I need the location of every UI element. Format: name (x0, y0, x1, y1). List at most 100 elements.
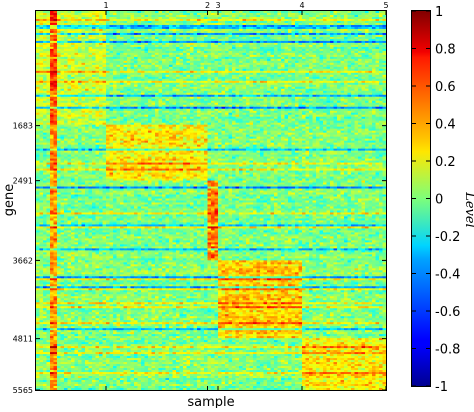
heatmap-cell (109, 24, 114, 28)
heatmap-cell (302, 36, 307, 40)
heatmap-cell (253, 11, 258, 14)
heatmap-cell (120, 24, 125, 28)
heatmap-cell (64, 11, 69, 14)
heatmap-cell (281, 34, 286, 38)
heatmap-cell (116, 20, 121, 24)
heatmap-cell (344, 14, 349, 18)
heatmap-cell (109, 12, 114, 16)
heatmap-cell (256, 22, 261, 26)
heatmap-cell (67, 30, 72, 34)
heatmap-cell (358, 16, 363, 20)
heatmap-cell (155, 16, 160, 20)
heatmap-cell (351, 11, 356, 14)
heatmap-cell (253, 32, 258, 36)
heatmap-cell (106, 22, 111, 26)
heatmap-cell (204, 30, 209, 34)
heatmap-cell (351, 12, 356, 16)
heatmap-cell (305, 12, 310, 16)
heatmap-cell (36, 16, 41, 20)
heatmap-cell (295, 40, 300, 44)
heatmap-cell (78, 18, 83, 22)
heatmap-cell (36, 38, 41, 42)
heatmap-cell (64, 16, 69, 20)
heatmap-cell (88, 30, 93, 34)
heatmap-cell (228, 38, 233, 42)
heatmap-cell (274, 18, 279, 22)
heatmap-cell (281, 18, 286, 22)
heatmap-cell (176, 22, 181, 26)
heatmap-cell (151, 12, 156, 16)
heatmap-cell (176, 32, 181, 36)
heatmap-cell (225, 18, 230, 22)
heatmap-cell (36, 11, 41, 14)
heatmap-cell (277, 32, 282, 36)
heatmap-cell (88, 20, 93, 24)
heatmap-cell (92, 24, 97, 28)
heatmap-cell (263, 24, 268, 28)
heatmap-cell (333, 14, 338, 18)
heatmap-cell (344, 20, 349, 24)
heatmap-cell (228, 16, 233, 20)
heatmap-cell (165, 14, 170, 18)
heatmap-cell (274, 28, 279, 32)
heatmap-cell (372, 18, 377, 22)
heatmap-cell (179, 34, 184, 38)
heatmap-cell (113, 34, 118, 38)
heatmap-cell (246, 40, 251, 44)
heatmap-cell (46, 24, 51, 28)
heatmap-cell (137, 40, 142, 44)
heatmap-cell (120, 11, 125, 14)
heatmap-cell (109, 11, 114, 14)
heatmap-cell (267, 24, 272, 28)
heatmap-cell (340, 36, 345, 40)
heatmap-cell (151, 34, 156, 38)
heatmap-cell (253, 14, 258, 18)
heatmap-cell (39, 11, 44, 14)
heatmap-cell (379, 20, 384, 24)
heatmap-cell (183, 36, 188, 40)
heatmap-cell (267, 14, 272, 18)
heatmap-cell (326, 26, 331, 30)
heatmap-cell (337, 18, 342, 22)
heatmap-cell (85, 40, 90, 44)
heatmap-cell (351, 40, 356, 44)
heatmap-cell (53, 24, 58, 28)
heatmap-cell (277, 38, 282, 42)
heatmap-cell (291, 40, 296, 44)
heatmap-cell (67, 38, 72, 42)
heatmap-cell (284, 11, 289, 14)
heatmap-cell (221, 11, 226, 14)
heatmap-cell (326, 22, 331, 26)
heatmap-cell (165, 22, 170, 26)
heatmap-cell (267, 16, 272, 20)
heatmap-cell (235, 28, 240, 32)
heatmap-cell (277, 28, 282, 32)
heatmap-cell (116, 30, 121, 34)
heatmap-cell (127, 24, 132, 28)
heatmap-cell (340, 30, 345, 34)
heatmap-cell (232, 28, 237, 32)
heatmap-cell (267, 11, 272, 14)
heatmap-cell (39, 22, 44, 26)
heatmap-cell (57, 20, 62, 24)
heatmap-cell (277, 30, 282, 34)
heatmap-cell (74, 40, 79, 44)
heatmap-cell (85, 30, 90, 34)
heatmap-cell (183, 28, 188, 32)
heatmap-cell (358, 12, 363, 16)
heatmap-cell (211, 36, 216, 40)
heatmap-cell (295, 18, 300, 22)
heatmap-cell (337, 36, 342, 40)
heatmap-cell (123, 16, 128, 20)
heatmap-cell (134, 30, 139, 34)
heatmap-cell (193, 32, 198, 36)
heatmap-cell (232, 36, 237, 40)
heatmap-cell (337, 32, 342, 36)
heatmap-cell (211, 30, 216, 34)
heatmap-cell (43, 36, 48, 40)
heatmap-cell (305, 32, 310, 36)
heatmap-cell (214, 36, 219, 40)
heatmap-cell (211, 22, 216, 26)
heatmap-cell (183, 30, 188, 34)
heatmap-cell (372, 20, 377, 24)
